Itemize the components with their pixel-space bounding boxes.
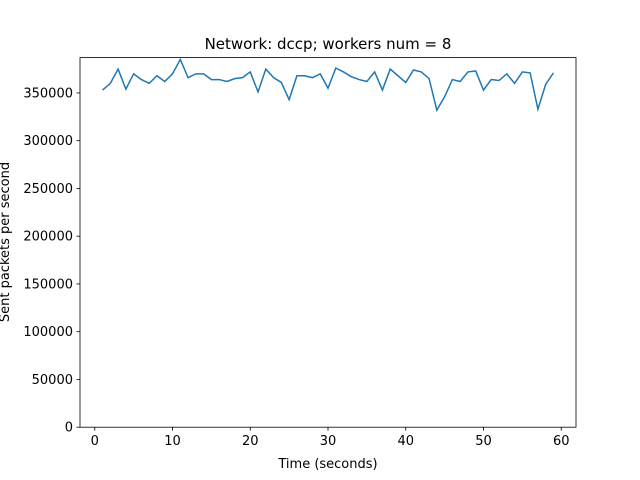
chart-title: Network: dccp; workers num = 8 [205, 35, 452, 53]
data-line [102, 57, 555, 113]
x-tick-label: 0 [91, 434, 99, 449]
x-axis-label: Time (seconds) [277, 457, 377, 472]
y-tick-label: 350000 [23, 86, 73, 101]
y-tick-label: 250000 [23, 182, 73, 197]
x-tick-label: 20 [242, 434, 259, 449]
y-axis-label: Sent packets per second [0, 162, 13, 322]
x-tick-label: 30 [320, 434, 337, 449]
y-tick-label: 50000 [32, 373, 73, 388]
y-tick-label: 300000 [23, 134, 73, 149]
plot-frame [79, 57, 577, 428]
x-tick-label: 40 [397, 434, 414, 449]
x-tick-label: 10 [164, 434, 181, 449]
x-tick-label: 60 [553, 434, 570, 449]
x-tick-label: 50 [475, 434, 492, 449]
y-tick-label: 200000 [23, 230, 73, 245]
y-tick-label: 100000 [23, 325, 73, 340]
y-tick-label: 0 [65, 421, 73, 436]
y-tick-label: 150000 [23, 277, 73, 292]
